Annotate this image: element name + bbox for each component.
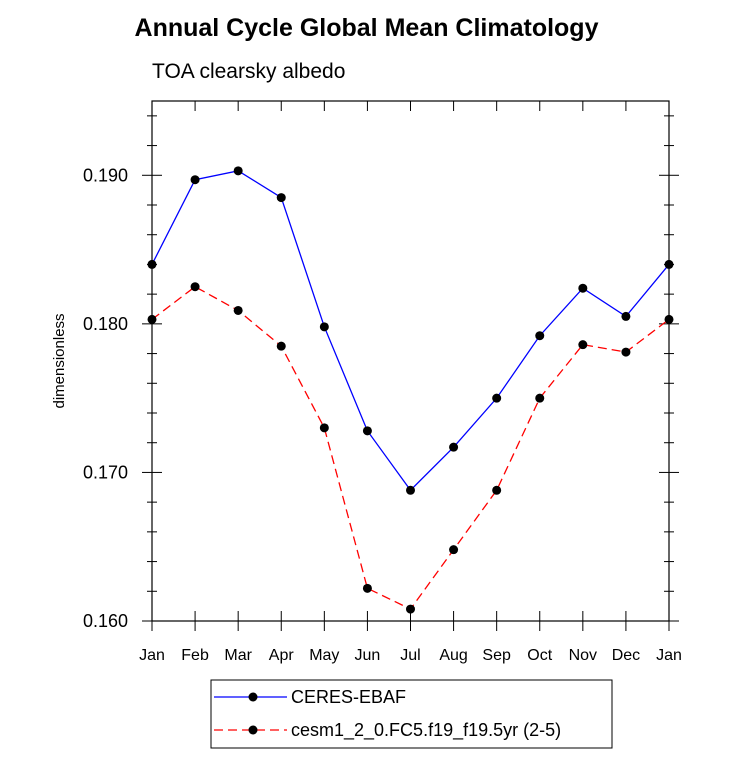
data-point [664,314,674,324]
data-point [319,322,329,332]
data-point [621,347,631,357]
x-tick-label: May [309,647,339,664]
legend-marker-0 [248,692,258,702]
legend-marker-1 [248,725,258,735]
legend-label-1: cesm1_2_0.FC5.f19_f19.5yr (2-5) [291,720,561,741]
y-tick-label: 0.160 [83,611,128,631]
x-tick-label: Jun [355,647,381,664]
data-point [233,305,243,315]
x-tick-label: Jul [400,647,420,664]
data-point [406,604,415,614]
data-point [190,282,200,292]
data-point [535,393,545,403]
legend-label-0: CERES-EBAF [291,687,406,707]
y-tick-label: 0.170 [83,462,128,482]
data-point [276,193,286,203]
data-point [578,283,588,293]
axes: 0.160 0.170 0.180 0.190 Jan Feb Mar Apr May Jun Ju… [51,100,682,664]
x-tick-label: Dec [612,647,640,664]
x-tick-label: Nov [569,647,597,664]
data-point [147,259,157,269]
data-point [664,259,674,269]
x-tick-label: Jan [656,647,682,664]
data-point [362,426,372,436]
data-point [621,311,631,321]
series-line-1 [151,285,670,610]
data-point [449,442,459,452]
data-point [319,423,329,433]
data-point [535,331,545,341]
y-tick-label: 0.190 [83,165,128,185]
x-tick-label: Feb [181,647,209,664]
chart-title: Annual Cycle Global Mean Climatology [134,14,599,42]
data-point [449,545,459,555]
data-point [147,314,157,324]
y-axis-label: dimensionless [51,313,68,408]
data-point [406,485,415,495]
data-point [362,583,372,593]
series-line-0 [151,170,670,492]
plot-frame [151,100,670,622]
data-point [578,340,588,350]
legend-box [210,679,613,749]
data-point [276,341,286,351]
x-tick-label: Aug [439,647,467,664]
x-tick-label: Apr [269,647,295,664]
legend: CERES-EBAF cesm1_2_0.FC5.f19_f19.5yr (2-5… [210,679,613,749]
x-tick-label: Oct [527,647,552,664]
series-layer [147,166,674,614]
y-tick-label: 0.180 [83,314,128,334]
x-tick-label: Mar [224,647,252,664]
x-tick-label: Jan [139,647,165,664]
x-tick-label: Sep [482,647,511,664]
chart-subtitle: TOA clearsky albedo [152,60,346,83]
data-point [492,393,502,403]
data-point [233,166,243,176]
data-point [492,485,502,495]
data-point [190,175,200,185]
